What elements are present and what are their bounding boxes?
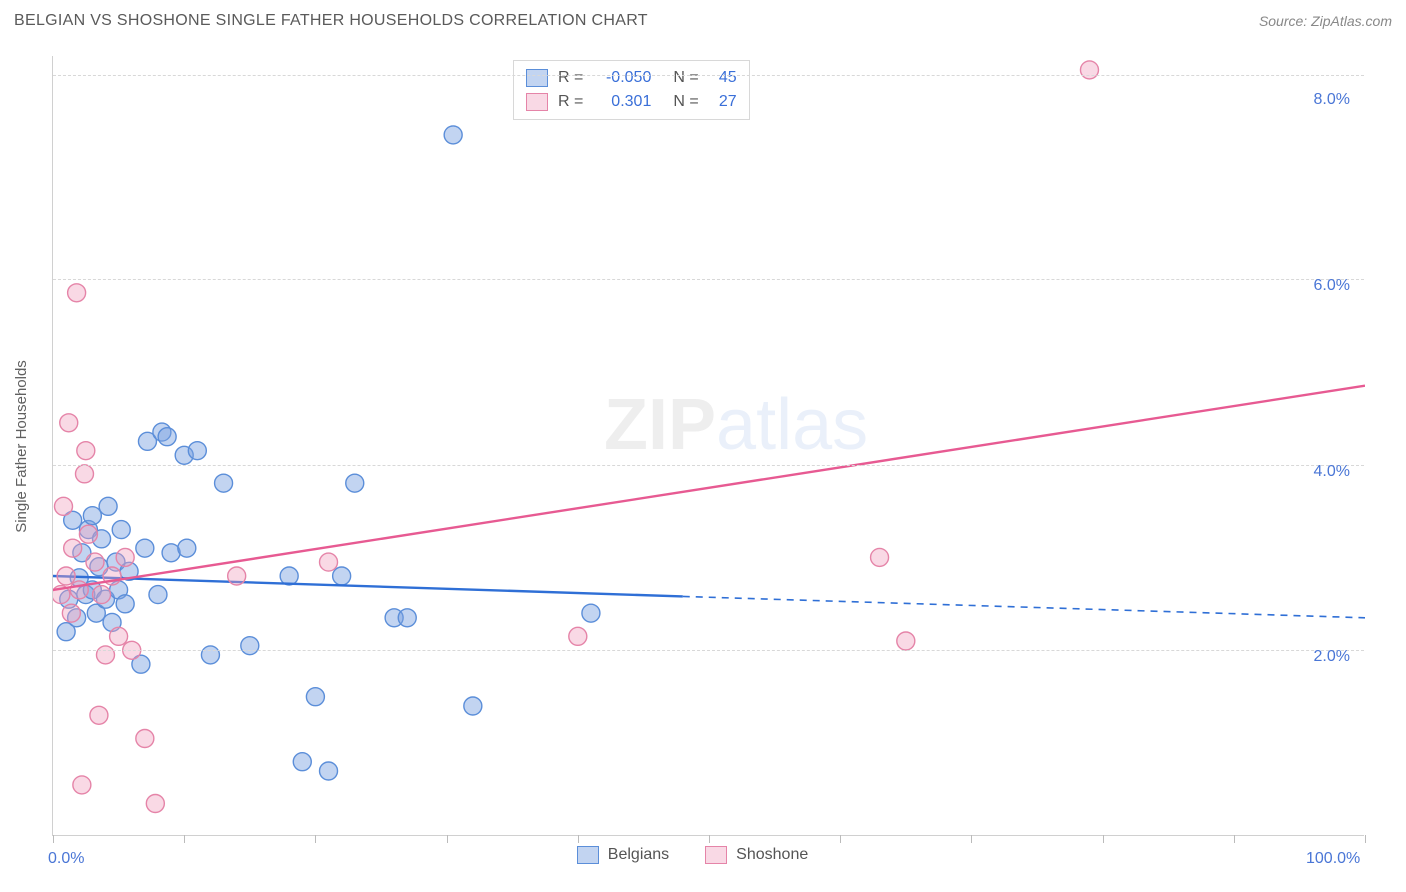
data-point: [201, 646, 219, 664]
gridline: [53, 465, 1364, 466]
legend-n-value: 27: [709, 90, 737, 114]
legend-series-name: Shoshone: [736, 846, 808, 864]
data-point: [136, 730, 154, 748]
x-tick: [709, 835, 710, 843]
data-point: [306, 688, 324, 706]
data-point: [77, 442, 95, 460]
x-tick: [1234, 835, 1235, 843]
data-point: [116, 548, 134, 566]
y-axis-label: Single Father Households: [13, 360, 30, 533]
data-point: [110, 627, 128, 645]
legend-n-label: N =: [673, 90, 698, 114]
data-point: [241, 637, 259, 655]
data-point: [582, 604, 600, 622]
legend-swatch: [577, 846, 599, 864]
legend-bottom-item: Shoshone: [705, 846, 808, 864]
legend-swatch: [705, 846, 727, 864]
y-tick-label: 6.0%: [1314, 277, 1350, 295]
data-point: [86, 553, 104, 571]
title-bar: BELGIAN VS SHOSHONE SINGLE FATHER HOUSEH…: [0, 0, 1406, 42]
data-point: [54, 497, 72, 515]
legend-series-name: Belgians: [608, 846, 669, 864]
legend-row: R = 0.301 N = 27: [526, 90, 737, 114]
source-attribution: Source: ZipAtlas.com: [1259, 13, 1392, 29]
data-point: [346, 474, 364, 492]
legend-top-box: R = -0.050 N = 45 R = 0.301 N = 27: [513, 60, 750, 120]
data-point: [293, 753, 311, 771]
legend-bottom: Belgians Shoshone: [577, 846, 808, 864]
data-point: [73, 776, 91, 794]
data-point: [444, 126, 462, 144]
data-point: [112, 521, 130, 539]
legend-swatch: [526, 69, 548, 87]
data-point: [178, 539, 196, 557]
chart-title: BELGIAN VS SHOSHONE SINGLE FATHER HOUSEH…: [14, 12, 648, 30]
x-tick: [1103, 835, 1104, 843]
legend-n-label: N =: [673, 66, 698, 90]
data-point: [93, 586, 111, 604]
x-tick: [447, 835, 448, 843]
data-point: [897, 632, 915, 650]
data-point: [398, 609, 416, 627]
data-point: [90, 706, 108, 724]
legend-bottom-item: Belgians: [577, 846, 669, 864]
legend-r-value: 0.301: [593, 90, 651, 114]
y-tick-label: 8.0%: [1314, 91, 1350, 109]
y-tick-label: 2.0%: [1314, 648, 1350, 666]
gridline: [53, 279, 1364, 280]
data-point: [57, 567, 75, 585]
legend-row: R = -0.050 N = 45: [526, 66, 737, 90]
data-point: [99, 497, 117, 515]
y-tick-label: 4.0%: [1314, 463, 1350, 481]
data-point: [464, 697, 482, 715]
data-point: [320, 762, 338, 780]
x-tick: [53, 835, 54, 843]
data-point: [136, 539, 154, 557]
data-point: [79, 525, 97, 543]
data-point: [569, 627, 587, 645]
legend-r-label: R =: [558, 90, 583, 114]
gridline: [53, 75, 1364, 76]
data-point: [70, 581, 88, 599]
x-tick: [971, 835, 972, 843]
legend-r-value: -0.050: [593, 66, 651, 90]
y-axis-label-container: Single Father Households: [6, 251, 36, 641]
legend-r-label: R =: [558, 66, 583, 90]
data-point: [75, 465, 93, 483]
data-point: [60, 414, 78, 432]
data-point: [871, 548, 889, 566]
trend-line-extrapolated: [683, 596, 1365, 617]
x-tick-label-max: 100.0%: [1306, 850, 1360, 868]
data-point: [1080, 61, 1098, 79]
legend-n-value: 45: [709, 66, 737, 90]
legend-swatch: [526, 93, 548, 111]
data-point: [68, 284, 86, 302]
x-tick-label-min: 0.0%: [48, 850, 84, 868]
scatter-svg: [53, 56, 1365, 836]
data-point: [64, 539, 82, 557]
data-point: [228, 567, 246, 585]
data-point: [116, 595, 134, 613]
data-point: [62, 604, 80, 622]
data-point: [320, 553, 338, 571]
x-tick: [315, 835, 316, 843]
x-tick: [184, 835, 185, 843]
data-point: [149, 586, 167, 604]
x-tick: [1365, 835, 1366, 843]
data-point: [333, 567, 351, 585]
gridline: [53, 650, 1364, 651]
x-tick: [840, 835, 841, 843]
x-tick: [578, 835, 579, 843]
data-point: [188, 442, 206, 460]
data-point: [96, 646, 114, 664]
data-point: [215, 474, 233, 492]
data-point: [83, 507, 101, 525]
chart-plot-box: ZIPatlas R =-0.050N =45R =0.301N =27 2.0…: [52, 56, 1364, 836]
trend-line: [53, 386, 1365, 590]
data-point: [158, 428, 176, 446]
data-point: [146, 795, 164, 813]
trend-line: [53, 576, 683, 596]
